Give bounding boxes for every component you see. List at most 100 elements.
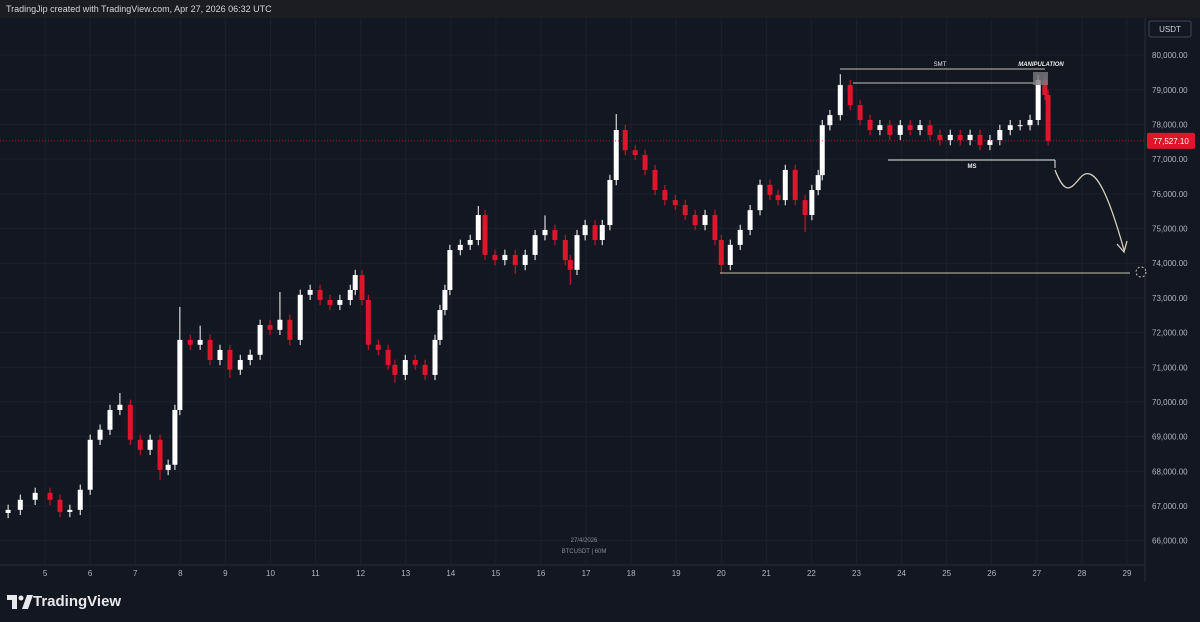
candle-body [307,289,313,295]
x-tick-label: 18 [627,569,636,578]
candle-body [802,200,808,216]
chart: USDT SMT MANIPULATION MS 27/4/2026 BTCUS… [0,18,1200,582]
candle-body [137,439,143,450]
candle-body [552,229,558,240]
candle-body [385,349,391,365]
footer: TradingView [0,582,1200,622]
x-tick-label: 11 [311,569,320,578]
x-tick-label: 28 [1077,569,1086,578]
y-tick-label: 80,000.00 [1152,51,1188,60]
candle-body [257,324,263,355]
x-tick-label: 27 [1032,569,1041,578]
candle-body [757,184,763,211]
x-tick-label: 29 [1123,569,1132,578]
candle-body [359,275,365,300]
candle-body [352,275,358,290]
candle-body [727,244,733,265]
candle-body [987,140,993,145]
candle-body [599,225,605,240]
x-tick-label: 17 [582,569,591,578]
candle-body [107,409,113,430]
candle-body [574,235,580,270]
candle-body [457,244,463,251]
candle-body [522,254,528,265]
x-tick-label: 25 [942,569,951,578]
candle-body [767,184,773,195]
y-tick-label: 67,000.00 [1152,502,1188,511]
candle-body [1035,80,1041,120]
candle-body [402,360,408,375]
candle-body [365,299,371,345]
watermark-symbol: BTCUSDT | 60M [562,549,607,555]
candle-body [512,254,518,265]
candle-body [87,439,93,490]
candle-body [67,509,73,512]
y-tick-label: 68,000.00 [1152,467,1188,476]
candle-body [267,324,273,330]
candle-body [475,215,481,240]
candle-body [157,439,163,470]
candle-body [412,360,418,365]
manipulation-box [1033,72,1048,85]
candle-body [287,319,293,340]
candle-body [897,125,903,135]
candle-body [1045,95,1051,141]
candle-body [1017,125,1023,127]
candle-body [947,134,953,141]
candle-body [1027,119,1033,126]
candle-body [247,354,253,361]
candle-body [702,215,708,226]
y-tick-label: 77,000.00 [1152,155,1188,164]
candle-body [207,339,213,361]
candle-body [492,254,498,261]
y-tick-label: 79,000.00 [1152,86,1188,95]
candle-body [17,499,23,510]
candle-body [792,169,798,201]
candle-body [77,489,83,510]
x-tick-label: 9 [223,569,228,578]
candle-body [718,239,724,265]
x-tick-label: 21 [762,569,771,578]
candle-body [177,339,183,410]
candle-body [775,194,781,201]
candle-body [1042,80,1048,96]
candle-body [809,190,815,216]
x-tick-label: 13 [401,569,410,578]
candle-body [187,339,193,345]
target-circle [1135,266,1147,278]
candle-body [47,492,53,500]
chart-background [0,18,1200,582]
candle-body [827,115,833,126]
candle-body [997,130,1003,141]
x-tick-label: 6 [88,569,93,578]
candle-body [672,200,678,205]
candle-body [613,130,619,180]
candle-body [642,155,648,170]
candle-body [502,254,508,261]
currency: USDT [1159,25,1181,34]
candle-body [442,289,448,311]
x-tick-label: 14 [446,569,455,578]
candle-body [172,409,178,465]
candle-body [867,119,873,131]
candle-body [682,204,688,216]
x-tick-label: 26 [987,569,996,578]
candle-body [127,404,133,440]
candle-body [819,125,825,176]
manipulation-label: MANIPULATION [1018,62,1064,68]
x-tick-label: 7 [133,569,138,578]
candle-body [237,360,243,370]
y-tick-label: 78,000.00 [1152,120,1188,129]
last-price-label: 77,527.10 [1153,137,1189,146]
candle-body [467,239,473,245]
candle-body [317,289,323,300]
ms-label: MS [968,164,977,170]
candle-body [97,429,103,440]
candle-body [347,289,353,300]
x-tick-label: 24 [897,569,906,578]
candle-body [967,134,973,141]
y-tick-label: 74,000.00 [1152,259,1188,268]
candle-body [782,169,788,201]
candle-body [297,294,303,340]
